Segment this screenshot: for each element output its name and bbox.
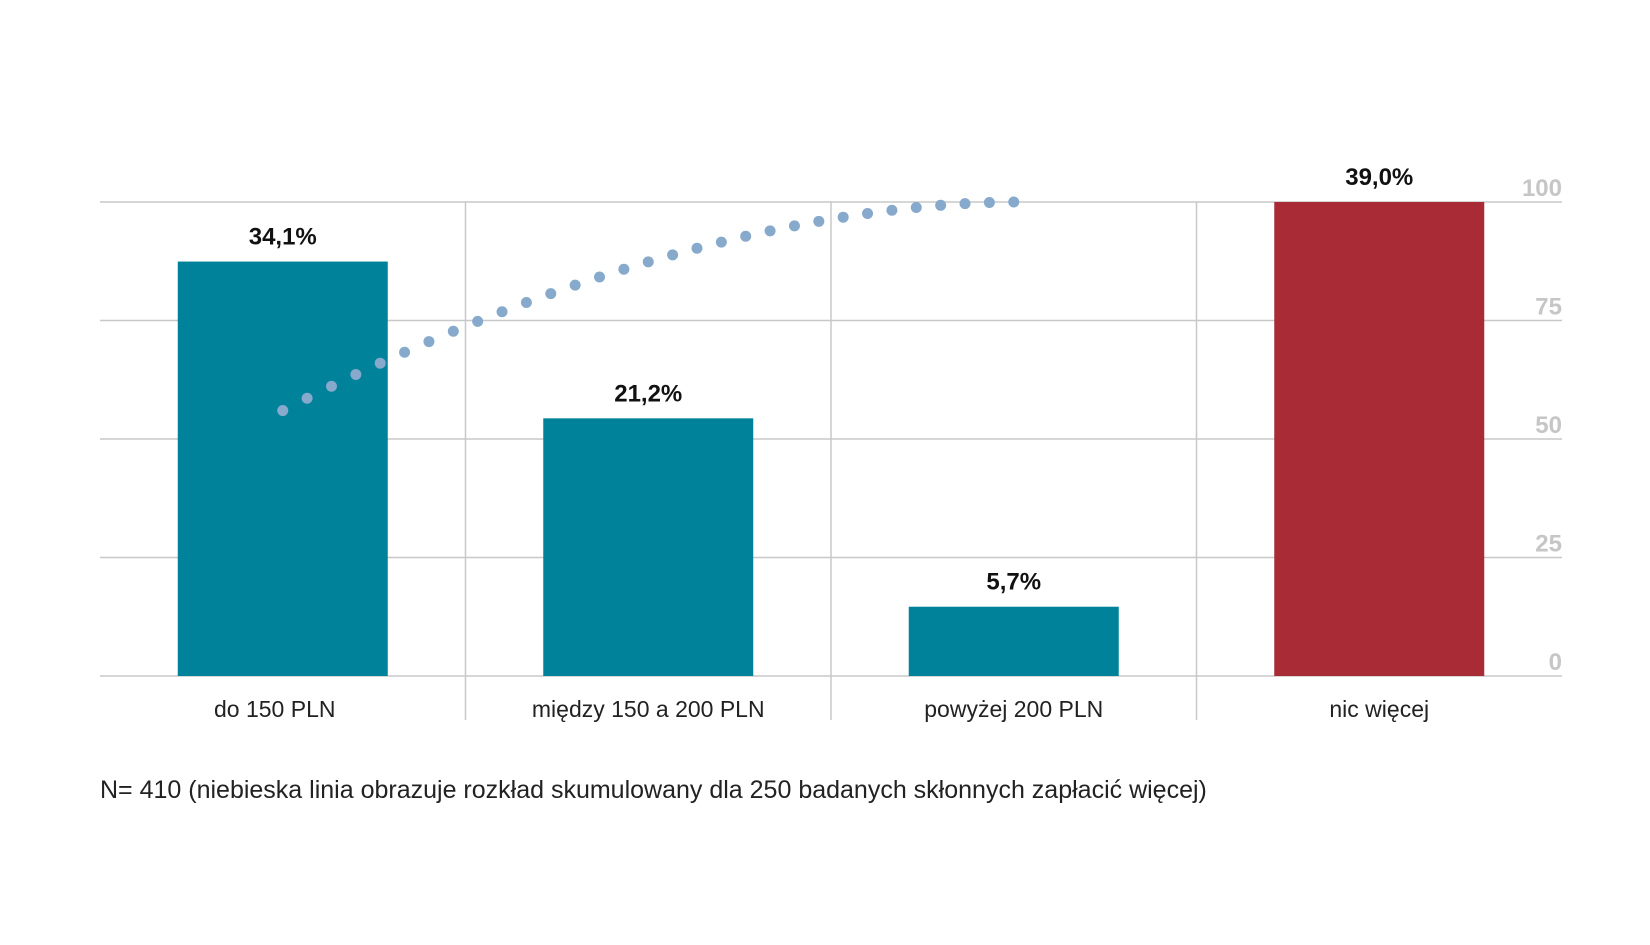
cumulative-point	[667, 249, 679, 261]
y-tick-label: 75	[1535, 294, 1562, 321]
cumulative-point	[740, 230, 752, 242]
data-label: 5,7%	[986, 569, 1041, 596]
cumulative-point	[935, 199, 947, 211]
cumulative-point	[496, 306, 508, 318]
cumulative-point	[910, 202, 922, 214]
cumulative-point	[837, 211, 849, 223]
cumulative-point	[959, 198, 971, 210]
cumulative-point	[423, 336, 435, 348]
cumulative-point	[374, 357, 386, 369]
cumulative-point	[277, 405, 289, 417]
cumulative-point	[545, 288, 557, 300]
data-label: 21,2%	[614, 380, 682, 407]
cumulative-point	[691, 242, 703, 254]
cumulative-point	[301, 392, 313, 404]
bar	[543, 418, 754, 676]
bar	[908, 606, 1119, 676]
data-labels: 34,1% 21,2% 5,7% 39,0%	[249, 164, 1414, 596]
cumulative-point	[594, 271, 606, 283]
cumulative-point	[983, 196, 995, 208]
y-tick-label: 0	[1549, 649, 1562, 676]
cumulative-point	[472, 315, 484, 327]
data-label: 34,1%	[249, 224, 317, 251]
cumulative-point	[350, 369, 362, 381]
x-tick-label: powyżej 200 PLN	[924, 696, 1103, 722]
y-axis-ticks: 0 25 50 75 100	[1522, 175, 1562, 676]
x-tick-label: między 150 a 200 PLN	[532, 696, 765, 722]
cumulative-point	[886, 204, 898, 216]
bar	[1274, 202, 1485, 676]
cumulative-point	[788, 220, 800, 232]
cumulative-point	[862, 208, 874, 220]
cumulative-point	[715, 236, 727, 248]
cumulative-point	[569, 279, 581, 291]
cumulative-line	[277, 196, 1020, 417]
cumulative-point	[642, 256, 654, 268]
cumulative-point	[447, 325, 459, 337]
x-axis-ticks: do 150 PLN między 150 a 200 PLN powyżej 20…	[214, 696, 1429, 722]
chart-note: N= 410 (niebieska linia obrazuje rozkład…	[100, 776, 1207, 804]
y-tick-label: 25	[1535, 531, 1562, 558]
cumulative-point	[618, 263, 630, 275]
y-tick-label: 100	[1522, 175, 1562, 202]
x-tick-label: nic więcej	[1329, 696, 1429, 722]
cumulative-point	[520, 297, 532, 309]
x-tick-label: do 150 PLN	[214, 696, 335, 722]
bar	[177, 261, 388, 676]
data-label: 39,0%	[1345, 164, 1413, 191]
cumulative-point	[813, 215, 825, 227]
bars	[177, 202, 1485, 676]
cumulative-point	[325, 380, 337, 392]
cumulative-point	[399, 346, 411, 358]
cumulative-point	[1008, 196, 1020, 208]
cumulative-point	[764, 225, 776, 237]
y-tick-label: 50	[1535, 412, 1562, 439]
